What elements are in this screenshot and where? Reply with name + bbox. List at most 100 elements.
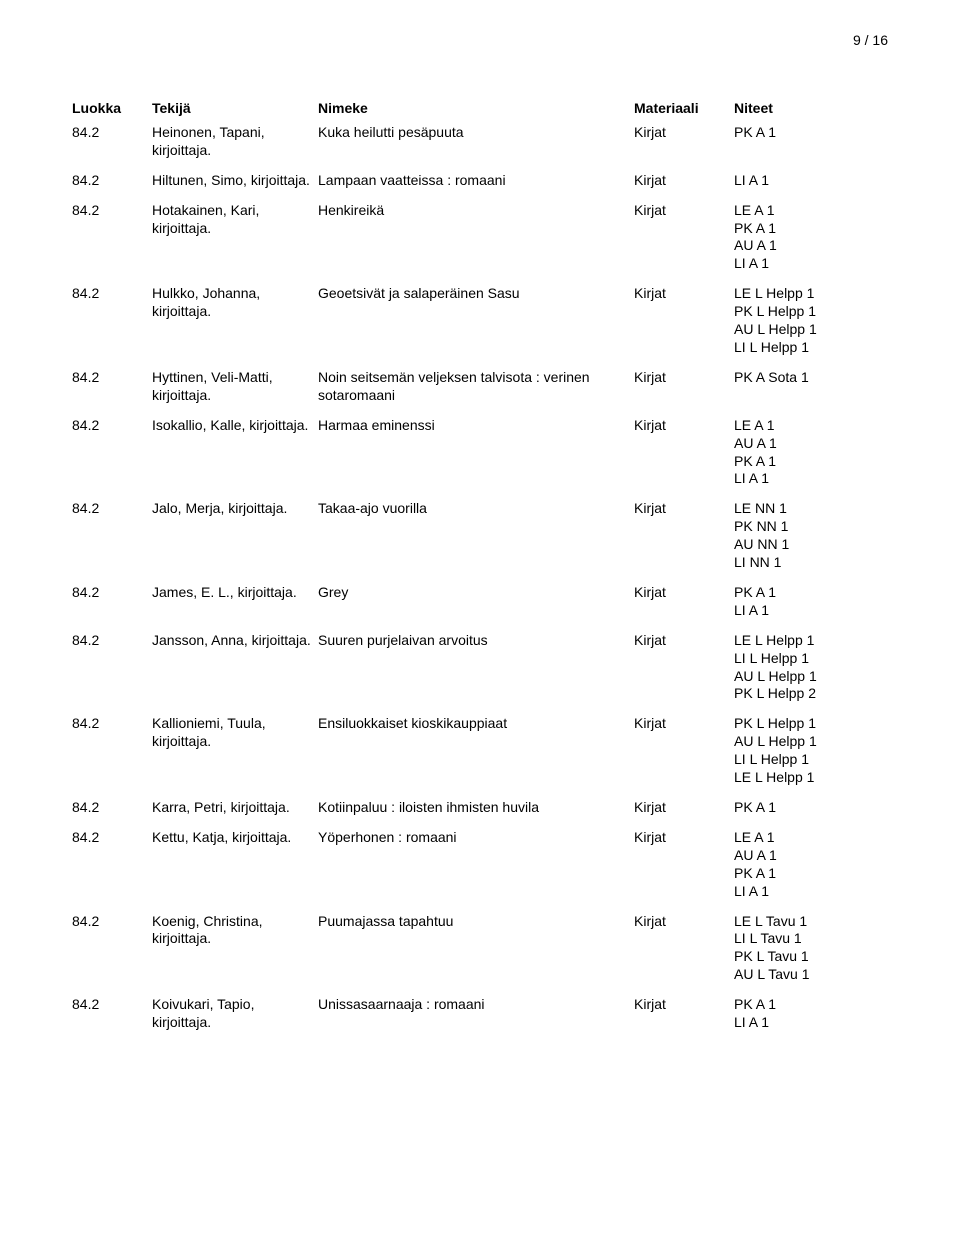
niteet-line: LE NN 1: [734, 500, 888, 518]
cell-materiaali: Kirjat: [634, 285, 734, 303]
cell-luokka: 84.2: [72, 829, 152, 847]
header-nimeke: Nimeke: [318, 100, 634, 118]
cell-nimeke: Harmaa eminenssi: [318, 417, 634, 435]
cell-luokka: 84.2: [72, 996, 152, 1014]
cell-nimeke: Puumajassa tapahtuu: [318, 913, 634, 931]
cell-niteet: LE A 1AU A 1PK A 1LI A 1: [734, 829, 888, 901]
cell-tekija: Koenig, Christina, kirjoittaja.: [152, 913, 318, 949]
niteet-line: PK A 1: [734, 124, 888, 142]
cell-tekija: Jansson, Anna, kirjoittaja.: [152, 632, 318, 650]
cell-nimeke: Henkireikä: [318, 202, 634, 220]
niteet-line: PK L Helpp 1: [734, 715, 888, 733]
cell-tekija: Hulkko, Johanna, kirjoittaja.: [152, 285, 318, 321]
cell-tekija: Hotakainen, Kari, kirjoittaja.: [152, 202, 318, 238]
niteet-line: LE A 1: [734, 829, 888, 847]
cell-niteet: LE NN 1PK NN 1AU NN 1LI NN 1: [734, 500, 888, 572]
cell-niteet: LI A 1: [734, 172, 888, 190]
cell-niteet: PK A Sota 1: [734, 369, 888, 387]
cell-materiaali: Kirjat: [634, 996, 734, 1014]
cell-tekija: Karra, Petri, kirjoittaja.: [152, 799, 318, 817]
cell-tekija: Kallioniemi, Tuula, kirjoittaja.: [152, 715, 318, 751]
table-row: 84.2Hotakainen, Kari, kirjoittaja.Henkir…: [72, 202, 888, 274]
table-header-row: Luokka Tekijä Nimeke Materiaali Niteet: [72, 100, 888, 118]
niteet-line: LI A 1: [734, 883, 888, 901]
cell-luokka: 84.2: [72, 715, 152, 733]
cell-luokka: 84.2: [72, 285, 152, 303]
table-row: 84.2Hiltunen, Simo, kirjoittaja.Lampaan …: [72, 172, 888, 190]
cell-materiaali: Kirjat: [634, 829, 734, 847]
cell-materiaali: Kirjat: [634, 799, 734, 817]
table-row: 84.2James, E. L., kirjoittaja.GreyKirjat…: [72, 584, 888, 620]
cell-niteet: LE A 1PK A 1AU A 1LI A 1: [734, 202, 888, 274]
cell-luokka: 84.2: [72, 500, 152, 518]
cell-materiaali: Kirjat: [634, 913, 734, 931]
cell-nimeke: Kotiinpaluu : iloisten ihmisten huvila: [318, 799, 634, 817]
niteet-line: LI A 1: [734, 602, 888, 620]
table-row: 84.2Jalo, Merja, kirjoittaja.Takaa-ajo v…: [72, 500, 888, 572]
niteet-line: LE L Helpp 1: [734, 769, 888, 787]
cell-luokka: 84.2: [72, 799, 152, 817]
niteet-line: LI L Tavu 1: [734, 930, 888, 948]
cell-luokka: 84.2: [72, 913, 152, 931]
cell-luokka: 84.2: [72, 172, 152, 190]
cell-tekija: Heinonen, Tapani, kirjoittaja.: [152, 124, 318, 160]
niteet-line: LI A 1: [734, 255, 888, 273]
niteet-line: LE L Helpp 1: [734, 632, 888, 650]
niteet-line: PK NN 1: [734, 518, 888, 536]
cell-tekija: Kettu, Katja, kirjoittaja.: [152, 829, 318, 847]
cell-luokka: 84.2: [72, 584, 152, 602]
cell-niteet: PK A 1: [734, 124, 888, 142]
cell-niteet: LE A 1AU A 1PK A 1LI A 1: [734, 417, 888, 489]
table-row: 84.2Heinonen, Tapani, kirjoittaja.Kuka h…: [72, 124, 888, 160]
cell-niteet: LE L Helpp 1PK L Helpp 1AU L Helpp 1LI L…: [734, 285, 888, 357]
cell-tekija: Hiltunen, Simo, kirjoittaja.: [152, 172, 318, 190]
cell-tekija: Hyttinen, Veli-Matti, kirjoittaja.: [152, 369, 318, 405]
niteet-line: LI L Helpp 1: [734, 339, 888, 357]
cell-tekija: Koivukari, Tapio, kirjoittaja.: [152, 996, 318, 1032]
cell-niteet: PK A 1LI A 1: [734, 584, 888, 620]
niteet-line: LI L Helpp 1: [734, 650, 888, 668]
niteet-line: LE L Tavu 1: [734, 913, 888, 931]
cell-luokka: 84.2: [72, 369, 152, 387]
cell-niteet: PK A 1LI A 1: [734, 996, 888, 1032]
niteet-line: PK A 1: [734, 220, 888, 238]
cell-nimeke: Suuren purjelaivan arvoitus: [318, 632, 634, 650]
cell-niteet: PK A 1: [734, 799, 888, 817]
cell-nimeke: Unissasaarnaaja : romaani: [318, 996, 634, 1014]
table-body: 84.2Heinonen, Tapani, kirjoittaja.Kuka h…: [72, 124, 888, 1032]
cell-niteet: LE L Tavu 1LI L Tavu 1PK L Tavu 1AU L Ta…: [734, 913, 888, 985]
niteet-line: AU L Helpp 1: [734, 733, 888, 751]
niteet-line: LI A 1: [734, 172, 888, 190]
cell-materiaali: Kirjat: [634, 124, 734, 142]
niteet-line: PK A 1: [734, 996, 888, 1014]
cell-nimeke: Noin seitsemän veljeksen talvisota : ver…: [318, 369, 634, 405]
niteet-line: AU L Helpp 1: [734, 668, 888, 686]
header-materiaali: Materiaali: [634, 100, 734, 118]
niteet-line: PK A 1: [734, 865, 888, 883]
page: 9 / 16 Luokka Tekijä Nimeke Materiaali N…: [0, 0, 960, 1248]
niteet-line: PK A 1: [734, 584, 888, 602]
table-row: 84.2Kettu, Katja, kirjoittaja.Yöperhonen…: [72, 829, 888, 901]
cell-materiaali: Kirjat: [634, 632, 734, 650]
catalog-table: Luokka Tekijä Nimeke Materiaali Niteet 8…: [72, 100, 888, 1032]
niteet-line: LE L Helpp 1: [734, 285, 888, 303]
cell-materiaali: Kirjat: [634, 202, 734, 220]
cell-materiaali: Kirjat: [634, 417, 734, 435]
table-row: 84.2Koivukari, Tapio, kirjoittaja.Unissa…: [72, 996, 888, 1032]
cell-luokka: 84.2: [72, 632, 152, 650]
niteet-line: PK A 1: [734, 453, 888, 471]
cell-materiaali: Kirjat: [634, 584, 734, 602]
cell-niteet: PK L Helpp 1AU L Helpp 1LI L Helpp 1LE L…: [734, 715, 888, 787]
cell-nimeke: Takaa-ajo vuorilla: [318, 500, 634, 518]
cell-luokka: 84.2: [72, 417, 152, 435]
niteet-line: PK L Helpp 1: [734, 303, 888, 321]
page-number: 9 / 16: [853, 32, 888, 48]
niteet-line: AU L Helpp 1: [734, 321, 888, 339]
table-row: 84.2Koenig, Christina, kirjoittaja.Puuma…: [72, 913, 888, 985]
cell-materiaali: Kirjat: [634, 369, 734, 387]
cell-nimeke: Grey: [318, 584, 634, 602]
niteet-line: AU NN 1: [734, 536, 888, 554]
cell-nimeke: Ensiluokkaiset kioskikauppiaat: [318, 715, 634, 733]
niteet-line: AU L Tavu 1: [734, 966, 888, 984]
niteet-line: AU A 1: [734, 847, 888, 865]
